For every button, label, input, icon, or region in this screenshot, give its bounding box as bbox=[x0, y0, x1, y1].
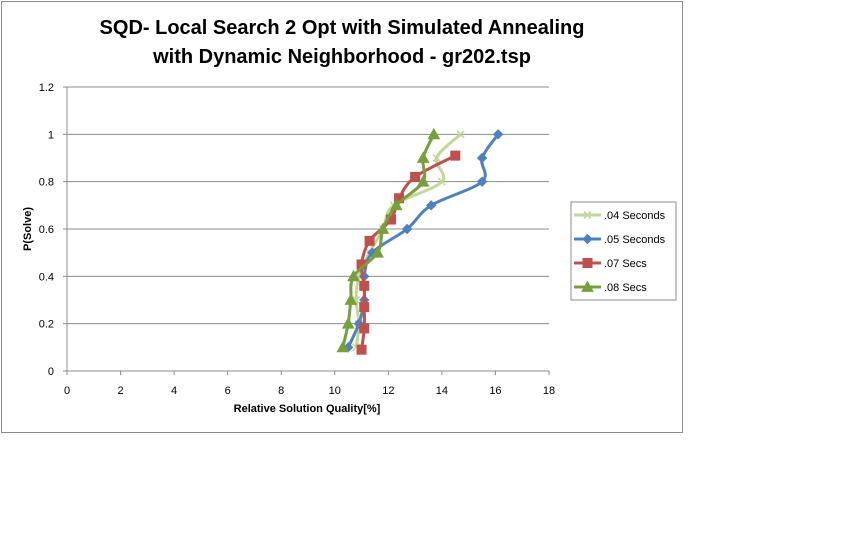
series-1-point-6 bbox=[425, 200, 437, 211]
legend-label-3: .08 Secs bbox=[604, 282, 647, 294]
series-2-point-0 bbox=[356, 344, 367, 355]
series-0-point-8 bbox=[432, 153, 441, 163]
y-tick-label-2: 0.4 bbox=[39, 271, 54, 283]
legend-marker-2 bbox=[582, 258, 593, 268]
series-3-point-7 bbox=[416, 175, 430, 187]
series-3 bbox=[336, 127, 441, 353]
series bbox=[336, 127, 504, 355]
series-2 bbox=[356, 150, 461, 355]
series-1-point-9 bbox=[492, 129, 504, 140]
series-3-point-9 bbox=[427, 127, 441, 140]
series-3-point-3 bbox=[347, 269, 360, 282]
series-3-point-2 bbox=[344, 293, 358, 305]
x-tick-label-0: 0 bbox=[64, 385, 70, 397]
legend-label-2: .07 Secs bbox=[604, 258, 647, 270]
series-line-0 bbox=[354, 133, 462, 348]
series-3-point-4 bbox=[371, 246, 384, 258]
y-tick-label-1: 0.2 bbox=[39, 319, 54, 331]
y-tick-label-5: 1 bbox=[48, 129, 54, 141]
series-2-point-2 bbox=[359, 302, 370, 313]
x-tick-label-2: 4 bbox=[171, 385, 177, 397]
legend-marker-3 bbox=[581, 280, 594, 292]
x-tick-label-9: 18 bbox=[543, 385, 555, 397]
series-1-point-5 bbox=[401, 223, 413, 235]
series-3-point-6 bbox=[390, 198, 403, 211]
y-axis-title: P(Solve) bbox=[22, 207, 34, 251]
series-3-point-5 bbox=[376, 222, 390, 234]
series-2-point-9 bbox=[450, 150, 461, 161]
y-tick-label-3: 0.6 bbox=[39, 224, 54, 236]
series-0-point-9 bbox=[456, 130, 465, 139]
x-tick-label-1: 2 bbox=[117, 385, 123, 397]
series-2-point-1 bbox=[359, 323, 370, 334]
series-3-point-0 bbox=[336, 340, 350, 353]
chart-title-line-1: SQD- Local Search 2 Opt with Simulated A… bbox=[100, 17, 585, 39]
legend-marker-1 bbox=[582, 233, 593, 245]
y-tick-label-4: 0.8 bbox=[39, 177, 54, 189]
x-tick-label-4: 8 bbox=[278, 385, 284, 397]
chart-title-line-2: with Dynamic Neighborhood - gr202.tsp bbox=[152, 46, 531, 68]
series-0-point-7 bbox=[437, 177, 446, 186]
y-tick-label-6: 1.2 bbox=[39, 82, 54, 94]
series-line-3 bbox=[341, 133, 436, 348]
legend: .04 Seconds .05 Seconds .07 Secs .08 Secs bbox=[570, 201, 677, 301]
series-2-point-8 bbox=[410, 171, 421, 182]
series-3-point-8 bbox=[416, 151, 430, 163]
gridlines bbox=[67, 86, 549, 325]
y-tick-label-0: 0 bbox=[48, 366, 54, 378]
x-tick-label-8: 16 bbox=[489, 385, 501, 397]
x-tick-label-5: 10 bbox=[329, 385, 341, 397]
legend-label-0: .04 Seconds bbox=[604, 210, 666, 222]
series-2-point-3 bbox=[359, 280, 370, 291]
legend-label-1: .05 Seconds bbox=[604, 234, 666, 246]
series-1-point-8 bbox=[476, 152, 488, 164]
series-1-point-7 bbox=[476, 176, 488, 187]
legend-marker-0 bbox=[583, 210, 592, 220]
series-3-point-1 bbox=[341, 317, 355, 329]
x-axis-title: Relative Solution Quality[%] bbox=[234, 403, 381, 415]
axes: 0 0.2 0.4 0.6 0.8 1 1.2 0 2 4 6 8 10 12 14 16 18 bbox=[39, 82, 555, 397]
x-tick-label-6: 12 bbox=[382, 385, 394, 397]
x-tick-label-7: 14 bbox=[436, 385, 448, 397]
series-line-2 bbox=[359, 154, 456, 350]
series-2-point-5 bbox=[364, 235, 375, 246]
x-tick-label-3: 6 bbox=[225, 385, 231, 397]
chart-frame bbox=[1, 1, 683, 433]
